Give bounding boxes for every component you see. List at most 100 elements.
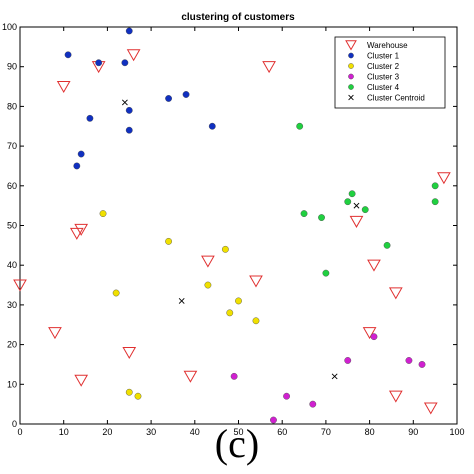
x-stroke — [121, 99, 128, 106]
cluster-4-point — [344, 198, 352, 206]
x-stroke — [178, 298, 185, 304]
cluster-1-point — [64, 51, 72, 59]
warehouse-point — [48, 327, 62, 340]
figure-caption: (c) — [214, 421, 260, 466]
cluster-3-point — [405, 357, 413, 364]
cluster-4-point — [431, 182, 439, 190]
cluster-1-point — [125, 27, 133, 35]
cluster-1-point — [121, 59, 129, 67]
warehouse-point — [423, 402, 438, 415]
warehouse-point — [349, 215, 364, 228]
cluster-2-point — [165, 237, 172, 245]
cluster-2-point — [235, 297, 242, 305]
cluster-2-point — [99, 210, 107, 217]
legend-marker — [348, 52, 354, 59]
legend-label: Cluster 4 — [367, 83, 400, 92]
cluster-2-point — [125, 388, 133, 396]
x-tick-label: 40 — [190, 427, 200, 437]
cluster-1-point — [182, 91, 190, 98]
x-tick-label: 20 — [102, 427, 112, 437]
cluster-4-point — [348, 190, 356, 198]
axis-ticks: 0 10 20 30 40 50 60 70 80 90 100 0 10 20 30 40 50 60 70 80 9… — [2, 22, 465, 437]
legend-label: Cluster 2 — [367, 62, 400, 71]
warehouse-point — [262, 61, 276, 74]
cluster-2-point — [204, 281, 212, 289]
cluster-3-point — [230, 372, 238, 380]
warehouse-point — [13, 279, 27, 292]
cluster-1-point — [125, 106, 133, 114]
warehouse-point — [367, 259, 381, 272]
y-tick-label: 80 — [7, 101, 17, 111]
legend-label: Cluster Centroid — [367, 94, 425, 103]
cluster-1-point — [77, 150, 85, 158]
x-tick-label: 0 — [17, 427, 22, 437]
x-tick-label: 50 — [233, 427, 243, 437]
warehouse-point — [437, 172, 451, 185]
legend-label: Warehouse — [367, 41, 408, 50]
y-tick-label: 20 — [7, 340, 17, 350]
x-tick-label: 70 — [321, 427, 331, 437]
y-tick-label: 100 — [2, 22, 17, 32]
cluster-1-point — [165, 95, 172, 102]
legend-marker — [348, 84, 354, 90]
cluster-1-point — [95, 59, 103, 67]
cluster-4-point — [322, 269, 330, 277]
cluster-1-point — [73, 162, 81, 170]
x-tick-label: 100 — [449, 427, 464, 437]
cluster-centroid-point — [121, 99, 128, 106]
data-points — [13, 27, 451, 424]
warehouse-point — [362, 327, 377, 340]
cluster-3-point — [283, 392, 290, 400]
y-tick-label: 50 — [7, 221, 17, 231]
warehouse-point — [201, 255, 215, 268]
cluster-2-point — [134, 392, 142, 400]
cluster-2-point — [112, 289, 120, 297]
warehouse-point — [249, 275, 263, 288]
warehouse-point — [183, 370, 198, 383]
legend-marker — [348, 63, 354, 69]
warehouse-point — [388, 390, 403, 403]
cluster-2-point — [226, 309, 234, 317]
cluster-2-point — [252, 317, 260, 325]
cluster-1-point — [125, 126, 133, 134]
cluster-4-point — [296, 122, 304, 130]
x-stroke — [353, 202, 360, 209]
cluster-centroid-point — [178, 298, 185, 304]
cluster-4-point — [361, 206, 369, 214]
x-tick-label: 90 — [408, 427, 418, 437]
cluster-4-point — [383, 241, 391, 249]
y-tick-label: 30 — [7, 300, 17, 310]
cluster-2-point — [221, 245, 229, 253]
cluster-centroid-point — [331, 373, 338, 380]
x-tick-label: 80 — [365, 427, 375, 437]
x-tick-label: 30 — [146, 427, 156, 437]
warehouse-point — [74, 223, 89, 236]
y-tick-label: 60 — [7, 181, 17, 191]
y-tick-label: 10 — [7, 379, 17, 389]
warehouse-point — [69, 227, 84, 240]
y-tick-label: 40 — [7, 260, 17, 270]
cluster-centroid-point — [353, 202, 360, 209]
y-tick-label: 0 — [12, 419, 17, 429]
y-tick-label: 90 — [7, 62, 17, 72]
x-tick-label: 10 — [59, 427, 69, 437]
cluster-1-point — [208, 122, 216, 130]
legend-label: Cluster 1 — [367, 52, 400, 61]
legend-marker — [348, 94, 354, 101]
chart-title: clustering of customers — [181, 12, 295, 23]
legend-marker — [348, 73, 354, 80]
legend-label: Cluster 3 — [367, 73, 400, 82]
y-tick-label: 70 — [7, 141, 17, 151]
cluster-4-point — [318, 214, 325, 221]
warehouse-point — [126, 49, 141, 62]
cluster-1-point — [86, 114, 94, 122]
cluster-3-point — [309, 400, 317, 408]
cluster-4-point — [431, 198, 439, 206]
legend-marker — [345, 40, 357, 51]
cluster-3-point — [270, 416, 277, 424]
x-tick-label: 60 — [277, 427, 287, 437]
warehouse-point — [74, 374, 89, 387]
warehouse-point — [56, 80, 71, 93]
